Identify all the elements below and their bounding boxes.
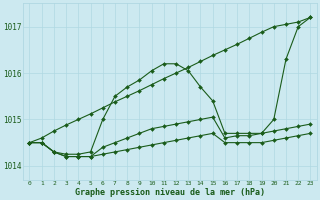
X-axis label: Graphe pression niveau de la mer (hPa): Graphe pression niveau de la mer (hPa) <box>75 188 265 197</box>
